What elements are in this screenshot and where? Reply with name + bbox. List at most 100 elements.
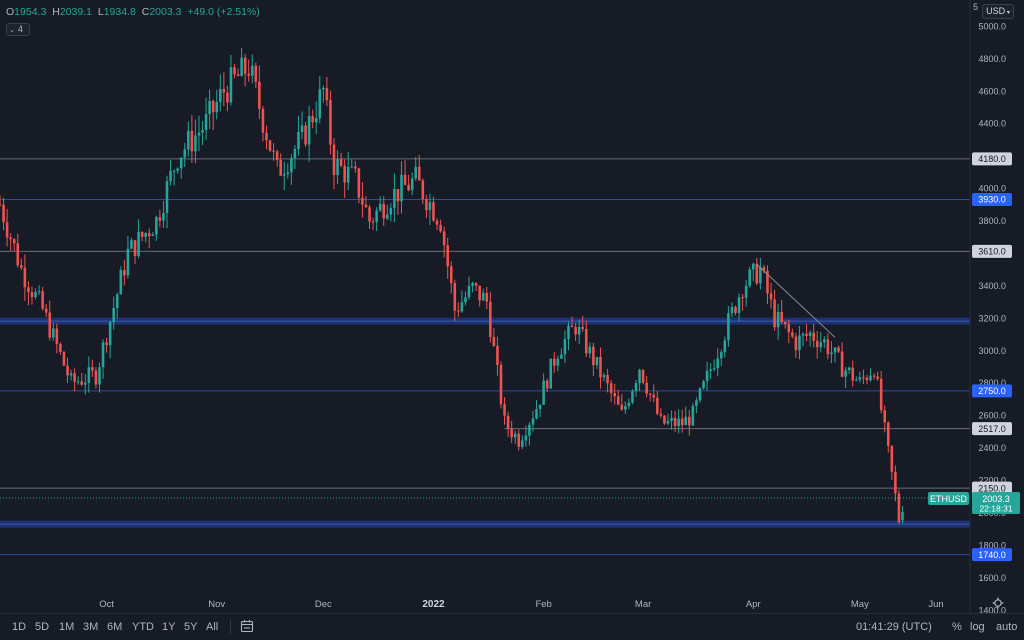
candle-body-155: [549, 358, 553, 389]
chevron-down-icon: ⌄: [9, 27, 15, 34]
timeframe-ytd-button[interactable]: YTD: [132, 621, 154, 633]
timeframe-5d-button[interactable]: 5D: [35, 621, 50, 633]
level-label-2: 3610.0: [978, 247, 1006, 257]
candle-body-70: [247, 73, 250, 76]
y-tick-label: 3800.0: [978, 216, 1006, 226]
level-label-bg-6: [972, 481, 1012, 495]
candle-body-120: [425, 198, 428, 211]
timeframe-1m-button[interactable]: 1M: [59, 621, 75, 633]
candle-body-112: [396, 188, 400, 202]
candle-body-185: [656, 397, 659, 414]
candle-body-131: [464, 297, 467, 303]
candle-body-107: [378, 203, 382, 211]
candle-body-222: [787, 324, 791, 333]
settings-gear-icon[interactable]: [992, 597, 1004, 609]
candle-body-148: [524, 435, 528, 441]
candle-body-164: [581, 326, 584, 329]
candle-body-232: [823, 339, 826, 343]
candle-body-138: [489, 301, 492, 338]
candle-body-22: [76, 381, 80, 383]
candle-body-11: [37, 291, 41, 293]
symbol-label: ETHUSD: [928, 492, 969, 505]
candle-body-207: [734, 307, 737, 313]
candle-body-32: [112, 308, 115, 322]
candle-body-174: [616, 396, 620, 405]
candle-body-186: [659, 413, 663, 416]
x-tick-label: Jun: [928, 599, 943, 610]
timeframe-all-button[interactable]: All: [206, 621, 219, 633]
candle-body-200: [709, 369, 712, 371]
candle-body-254: [901, 511, 904, 520]
timeframe-3m-button[interactable]: 3M: [83, 621, 99, 633]
candle-body-58: [204, 114, 208, 130]
candle-body-63: [222, 88, 226, 93]
candle-body-10: [34, 292, 37, 298]
open-value: 1954.3: [14, 6, 47, 18]
close-value: 2003.3: [149, 6, 182, 18]
y-tick-label: 5000.0: [978, 21, 1006, 31]
candle-body-80: [282, 173, 286, 176]
candle-body-159: [563, 339, 567, 355]
candle-body-149: [528, 424, 531, 436]
candle-body-118: [417, 166, 421, 181]
timeframe-1y-button[interactable]: 1Y: [162, 621, 176, 633]
candle-body-128: [453, 283, 457, 311]
candle-body-96: [339, 159, 343, 166]
calendar-range-icon[interactable]: [240, 619, 254, 633]
timeframe-1d-button[interactable]: 1D: [12, 621, 27, 633]
candle-body-177: [627, 402, 631, 407]
candle-body-253: [897, 493, 901, 523]
candle-body-76: [268, 140, 272, 151]
candle-body-162: [574, 327, 577, 335]
candle-body-242: [858, 377, 862, 380]
candle-body-78: [275, 151, 279, 160]
candle-body-116: [410, 178, 414, 191]
candle-body-111: [393, 188, 396, 209]
candle-body-86: [304, 125, 307, 145]
y-tick-label: 4800.0: [978, 54, 1006, 64]
candle-body-249: [883, 410, 887, 423]
candle-body-240: [851, 367, 855, 381]
candle-body-75: [265, 132, 268, 141]
candle-body-201: [712, 368, 716, 370]
candle-body-98: [346, 167, 350, 183]
candle-body-252: [894, 471, 897, 494]
candle-body-40: [140, 231, 144, 237]
candle-body-243: [862, 377, 865, 379]
timeframe-5y-button[interactable]: 5Y: [184, 621, 198, 633]
candle-body-161: [570, 325, 574, 328]
candle-body-18: [62, 352, 66, 366]
candle-body-183: [648, 393, 652, 395]
candle-body-229: [812, 332, 815, 341]
y-tick-label: 4600.0: [978, 86, 1006, 96]
currency-select[interactable]: USD ▾: [982, 4, 1014, 19]
y-tick-label: 1400.0: [978, 605, 1006, 615]
candle-body-61: [215, 101, 219, 113]
candle-body-194: [688, 416, 691, 426]
ohlc-legend: O1954.3 H2039.1 L1934.8 C2003.3 +49.0 (+…: [6, 6, 263, 18]
candle-body-99: [350, 166, 354, 168]
indicators-toggle-button[interactable]: ⌄ 4: [6, 23, 30, 36]
candle-body-181: [641, 369, 645, 383]
candle-body-139: [492, 337, 496, 346]
candle-body-93: [329, 100, 332, 145]
candle-body-84: [297, 132, 300, 149]
candle-body-170: [602, 375, 606, 378]
candle-body-176: [624, 406, 627, 410]
candle-body-105: [371, 221, 375, 223]
symbol-name: ETHUSD: [930, 494, 968, 504]
utc-clock[interactable]: 01:41:29 (UTC): [856, 621, 932, 633]
timeframe-6m-button[interactable]: 6M: [107, 621, 123, 633]
candle-body-25: [87, 367, 91, 383]
candle-body-217: [769, 293, 773, 300]
candle-body-16: [55, 328, 59, 344]
candle-body-218: [773, 299, 776, 328]
log-scale-toggle[interactable]: log: [970, 621, 985, 633]
time-axis[interactable]: Oct Nov Dec 2022 Feb Mar Apr May Jun: [99, 599, 943, 610]
candle-body-121: [428, 202, 432, 211]
auto-scale-toggle[interactable]: auto: [996, 621, 1018, 633]
percent-scale-toggle[interactable]: %: [952, 621, 962, 633]
level-label-bg-0: [972, 152, 1012, 166]
candle-body-4: [12, 239, 16, 244]
